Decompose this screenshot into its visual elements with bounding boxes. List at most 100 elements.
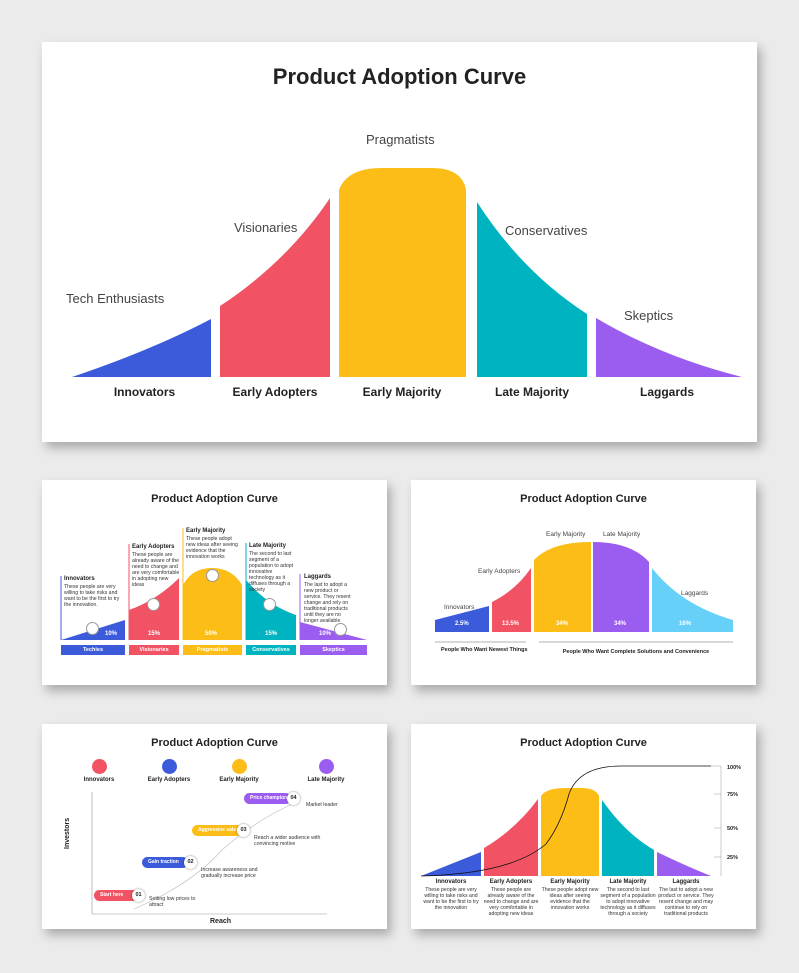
- tag-visionaries: Visionaries: [129, 645, 179, 655]
- late-majority-pct: 15%: [265, 631, 278, 637]
- label-conservatives: Conservatives: [505, 223, 588, 238]
- innovators-shape: [72, 319, 211, 377]
- laggards-name: Laggards: [304, 574, 332, 580]
- percentages-graphic: [435, 542, 733, 643]
- legend-early-adopters: Early Adopters: [147, 777, 191, 783]
- innovators-name: Innovators: [64, 576, 95, 582]
- pct-laggards: 16%: [679, 621, 692, 627]
- step-num-04: 04: [287, 792, 300, 805]
- late-majority-name: Late Majority: [249, 543, 287, 549]
- laggards-shape: [596, 318, 742, 377]
- cumulative-graphic: [420, 765, 722, 877]
- name-early-majority: Early Majority: [550, 879, 590, 885]
- footer-left: People Who Want Newest Things: [441, 647, 528, 653]
- innovators-pct: 10%: [105, 631, 118, 637]
- slide-thumb-cumulative[interactable]: Product Adoption Curve 100% 75% 50% 25% …: [411, 724, 756, 929]
- early-adopters-name: Early Adopters: [132, 544, 175, 550]
- segment-innovators: Innovators: [113, 385, 176, 399]
- pct-early-adopters: 13.5%: [502, 621, 520, 627]
- innovators-desc: These people are very willing to take ri…: [64, 584, 120, 608]
- late-majority-desc: The second to last segment of a populati…: [249, 551, 294, 593]
- label-late-majority: Late Majority: [603, 531, 641, 538]
- early-adopters-shape: [220, 198, 330, 377]
- label-innovators: Innovators: [444, 604, 475, 611]
- slide-thumb-percentages[interactable]: Product Adoption Curve Innovators Early …: [411, 480, 756, 685]
- name-late-majority: Late Majority: [609, 879, 647, 885]
- cyclist-icon: [334, 623, 347, 636]
- label-laggards: Laggards: [681, 590, 709, 597]
- late-majority-shape: [477, 202, 587, 377]
- gear-icon: [147, 598, 160, 611]
- innovators-icon: [92, 759, 107, 774]
- desc-early-adopters: These people are already aware of the ne…: [483, 887, 539, 917]
- early-majority-shape: [339, 168, 466, 377]
- label-pragmatists: Pragmatists: [366, 132, 435, 147]
- label-tech-enthusiasts: Tech Enthusiasts: [66, 291, 165, 306]
- step-num-03: 03: [237, 824, 250, 837]
- step-start-here: Start here: [94, 890, 139, 901]
- step-desc-02: Increase awareness and gradually increas…: [201, 867, 258, 879]
- tick-75: 75%: [727, 792, 739, 798]
- legend-early-majority: Early Majority: [219, 777, 259, 783]
- axis-y-label: Investors: [64, 817, 71, 849]
- step-desc-01: Setting low prices to attract: [149, 896, 196, 908]
- tag-skeptics: Skeptics: [300, 645, 367, 655]
- slide-title: Product Adoption Curve: [520, 493, 647, 505]
- tag-conservatives: Conservatives: [246, 645, 296, 655]
- laggards-desc: The last to adopt a new product or servi…: [304, 582, 351, 624]
- segment-early-adopters: Early Adopters: [232, 385, 318, 399]
- early-majority-icon: [232, 759, 247, 774]
- slide-title: Product Adoption Curve: [151, 737, 278, 749]
- slide-thumb-segments[interactable]: Product Adoption Curve Innovators These …: [42, 480, 387, 685]
- axis-x-label: Reach: [210, 918, 232, 925]
- desc-innovators: These people are very willing to take ri…: [423, 887, 479, 911]
- pct-early-majority: 34%: [556, 621, 569, 627]
- segment-laggards: Laggards: [639, 385, 694, 399]
- axes-graphic: [91, 792, 327, 915]
- pct-innovators: 2.5%: [455, 621, 469, 627]
- early-majority-desc: These people adopt new ideas after seein…: [186, 536, 238, 560]
- early-adopters-desc: These people are already aware of the ne…: [132, 552, 180, 588]
- segment-early-majority: Early Majority: [362, 385, 442, 399]
- desc-laggards: The last to adopt a new product or servi…: [658, 887, 714, 917]
- tag-techies: Techies: [61, 645, 125, 655]
- step-num-01: 01: [132, 889, 145, 902]
- early-majority-name: Early Majority: [186, 528, 226, 534]
- slide-main[interactable]: Product Adoption Curve Tech Enthusiasts …: [42, 42, 757, 442]
- slide-thumb-steps[interactable]: Product Adoption Curve Innovators Early …: [42, 724, 387, 929]
- name-early-adopters: Early Adopters: [489, 879, 533, 885]
- name-innovators: Innovators: [435, 879, 467, 885]
- desc-early-majority: These people adopt new ideas after seein…: [541, 887, 599, 911]
- legend-innovators: Innovators: [83, 777, 115, 783]
- step-price-champion: Price champion: [244, 793, 291, 804]
- label-skeptics: Skeptics: [624, 308, 674, 323]
- legend-late-majority: Late Majority: [307, 777, 345, 783]
- step-gain-traction: Gain traction: [142, 857, 188, 868]
- name-laggards: Laggards: [672, 879, 700, 885]
- settings-icon: [263, 598, 276, 611]
- tag-pragmatists: Pragmatists: [183, 645, 242, 655]
- label-visionaries: Visionaries: [234, 220, 298, 235]
- slide-title: Product Adoption Curve: [272, 64, 527, 89]
- tick-50: 50%: [727, 826, 739, 832]
- tick-25: 25%: [727, 855, 739, 861]
- step-aggressive-sales: Aggressive sales: [192, 825, 242, 836]
- tick-100: 100%: [727, 765, 742, 771]
- footer-right: People Who Want Complete Solutions and C…: [562, 649, 710, 655]
- pct-late-majority: 34%: [614, 621, 627, 627]
- late-majority-icon: [319, 759, 334, 774]
- slide-title: Product Adoption Curve: [151, 493, 278, 505]
- early-adopters-pct: 15%: [148, 631, 161, 637]
- lightbulb-icon: [86, 622, 99, 635]
- adoption-curve-graphic: [72, 168, 742, 377]
- step-desc-03: Reach a wider audience with convincing m…: [254, 835, 321, 847]
- segment-late-majority: Late Majority: [494, 385, 569, 399]
- people-icon: [206, 569, 219, 582]
- early-majority-pct: 50%: [205, 631, 218, 637]
- label-early-adopters: Early Adopters: [478, 568, 521, 575]
- step-num-02: 02: [184, 856, 197, 869]
- early-adopters-icon: [162, 759, 177, 774]
- desc-late-majority: The second to last segment of a populati…: [600, 887, 656, 917]
- laggards-pct: 10%: [319, 631, 332, 637]
- step-desc-04: Market leader: [306, 802, 338, 808]
